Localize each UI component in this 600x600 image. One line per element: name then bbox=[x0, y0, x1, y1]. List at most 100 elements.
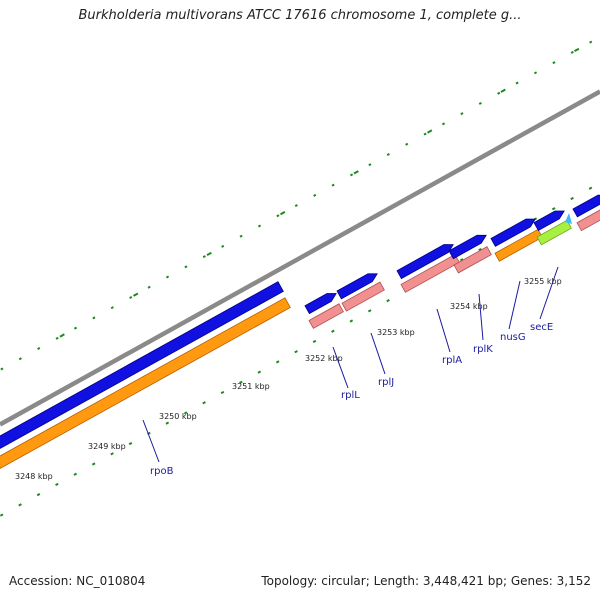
outer-dot-tick bbox=[147, 285, 151, 289]
inner-dot-tick bbox=[294, 350, 298, 354]
gene-leader-line bbox=[142, 419, 160, 463]
rna-rpoB bbox=[0, 297, 291, 469]
outer-dot-tick bbox=[55, 336, 59, 340]
scale-label: 3252 kbp bbox=[305, 354, 343, 363]
outer-dot-tick bbox=[239, 234, 243, 238]
inner-dot-tick bbox=[551, 207, 556, 211]
inner-dot-tick bbox=[202, 401, 206, 405]
scale-label: 3253 kbp bbox=[377, 328, 415, 337]
outer-dot-tick bbox=[423, 132, 427, 136]
gene-label-rplL: rplL bbox=[341, 390, 360, 401]
outer-dot-tick bbox=[497, 91, 501, 95]
inner-dot-tick bbox=[312, 339, 317, 344]
scale-label: 3251 kbp bbox=[232, 382, 270, 391]
inner-dot-tick bbox=[367, 309, 372, 313]
outer-major-tick bbox=[353, 170, 359, 175]
outer-dot-tick bbox=[110, 306, 114, 310]
outer-major-tick bbox=[500, 88, 506, 93]
outer-dot-tick bbox=[441, 122, 446, 126]
outer-dot-tick bbox=[570, 50, 574, 54]
cds-rplJ bbox=[336, 273, 378, 300]
accession-info: Accession: NC_010804 bbox=[9, 574, 145, 588]
gene-leader-line bbox=[370, 332, 386, 375]
inner-dot-tick bbox=[110, 452, 114, 456]
outer-dot-tick bbox=[405, 142, 409, 146]
rna-rplL bbox=[308, 303, 344, 329]
backbone bbox=[0, 89, 600, 427]
gene-leader-line bbox=[332, 346, 349, 389]
outer-dot-tick bbox=[0, 367, 4, 371]
outer-dot-tick bbox=[349, 173, 354, 177]
scale-label: 3248 kbp bbox=[15, 472, 53, 481]
accession-label: Accession: bbox=[9, 574, 73, 588]
inner-dot-tick bbox=[331, 329, 335, 333]
outer-dot-tick bbox=[460, 112, 464, 116]
inner-dot-tick bbox=[459, 258, 464, 262]
backbone-line bbox=[0, 89, 600, 427]
cds-secE bbox=[533, 210, 565, 232]
gene-leader-line bbox=[508, 280, 521, 330]
trna-marker bbox=[565, 213, 572, 224]
inner-dot-tick bbox=[239, 380, 243, 384]
inner-dot-tick bbox=[73, 472, 78, 476]
map-title: Burkholderia multivorans ATCC 17616 chro… bbox=[78, 8, 522, 23]
outer-dot-tick bbox=[221, 244, 225, 248]
cds-rplK bbox=[448, 234, 487, 260]
inner-dot-tick bbox=[165, 421, 170, 425]
gene-leader-line bbox=[539, 266, 559, 320]
gene-label-nusG: nusG bbox=[500, 332, 526, 343]
outer-dot-tick bbox=[73, 326, 78, 330]
outer-major-tick bbox=[427, 129, 433, 134]
genes-value: 3,152 bbox=[556, 574, 591, 588]
inner-dot-tick bbox=[128, 441, 133, 446]
gene-label-rplJ: rplJ bbox=[378, 377, 394, 388]
inner-dot-tick bbox=[220, 390, 225, 395]
outer-dot-tick bbox=[368, 163, 372, 167]
cds-rplA bbox=[396, 244, 454, 280]
cds-next bbox=[572, 194, 600, 218]
outer-dot-tick bbox=[533, 71, 538, 75]
length-value: 3,448,421 bp bbox=[422, 574, 503, 588]
cds-nusG bbox=[490, 218, 536, 247]
outer-dot-tick bbox=[589, 40, 593, 44]
scale-label: 3255 kbp bbox=[524, 277, 562, 286]
gene-label-secE: secE bbox=[530, 322, 553, 333]
outer-dot-tick bbox=[18, 357, 22, 361]
inner-dot-tick bbox=[55, 482, 59, 487]
scale-label: 3254 kbp bbox=[450, 302, 488, 311]
inner-dot-tick bbox=[275, 360, 280, 364]
outer-dot-tick bbox=[202, 255, 206, 259]
scale-label: 3249 kbp bbox=[88, 442, 126, 451]
scale-labels: 3248 kbp 3249 kbp 3250 kbp 3251 kbp 3252 kbp… bbox=[15, 277, 562, 481]
outer-dot-tick bbox=[276, 214, 280, 218]
outer-major-tick bbox=[133, 292, 139, 297]
rna-next bbox=[576, 209, 600, 232]
rna-rplJ bbox=[341, 281, 385, 312]
feature-tracks bbox=[0, 194, 600, 469]
outer-dot-tick bbox=[184, 265, 188, 269]
cds-rpoB bbox=[0, 281, 284, 449]
gene-labels: rpoB rplL rplJ rplA rplK nusG secE bbox=[142, 266, 559, 477]
inner-dot-tick bbox=[588, 186, 593, 190]
outer-dot-tick bbox=[515, 81, 519, 85]
rna-rplA bbox=[400, 253, 460, 293]
inner-dot-tick bbox=[183, 411, 188, 415]
genes-label: Genes: bbox=[510, 574, 553, 588]
rna-rplK bbox=[453, 246, 492, 274]
outer-dot-tick bbox=[478, 101, 482, 105]
inner-dot-tick bbox=[18, 503, 22, 507]
inner-dot-tick bbox=[0, 513, 4, 517]
gene-label-rpoB: rpoB bbox=[150, 466, 174, 477]
gene-leader-line bbox=[478, 293, 484, 341]
outer-dot-tick bbox=[37, 347, 41, 350]
outer-dot-tick bbox=[294, 204, 298, 208]
outer-dot-tick bbox=[257, 224, 262, 228]
inner-dot-tick bbox=[386, 299, 390, 303]
topology-value: circular bbox=[321, 574, 366, 588]
scale-ticks bbox=[0, 40, 593, 517]
outer-major-tick bbox=[574, 47, 580, 53]
accession-value: NC_010804 bbox=[76, 574, 146, 588]
scale-label: 3250 kbp bbox=[159, 412, 197, 421]
cds-rplL bbox=[304, 293, 337, 315]
